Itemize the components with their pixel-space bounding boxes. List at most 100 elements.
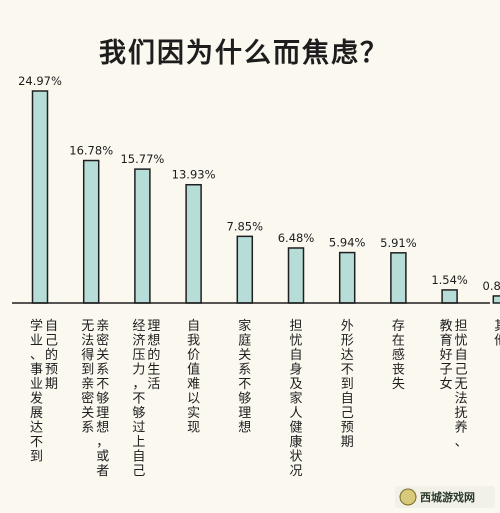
category-label-2-col-0-char-9: 自 bbox=[132, 450, 145, 465]
category-label-8-col-0-char-1: 育 bbox=[440, 333, 453, 349]
category-label-4-col-0-char-1: 庭 bbox=[238, 333, 251, 349]
category-label-2-col-0-char-10: 己 bbox=[132, 464, 145, 479]
value-label-5: 6.48% bbox=[278, 231, 315, 245]
category-label-2-col-0-char-7: 过 bbox=[132, 421, 145, 436]
category-label-1-col-0-char-0: 无 bbox=[81, 319, 94, 334]
category-label-8-col-0-char-2: 好 bbox=[440, 348, 453, 363]
bar-3 bbox=[185, 183, 202, 304]
category-label-6-col-0-char-8: 期 bbox=[341, 435, 354, 450]
category-label-4-col-0-char-5: 够 bbox=[238, 392, 251, 407]
category-label-9-col-0-char-0: 其 bbox=[494, 319, 500, 334]
category-label-3-col-0-char-3: 值 bbox=[187, 362, 200, 378]
category-label-0-col-1-char-2: 的 bbox=[45, 347, 58, 363]
value-label-1: 16.78% bbox=[69, 144, 113, 158]
category-label-8-col-0-char-0: 教 bbox=[440, 318, 453, 334]
category-label-8-col-1-char-8: 、 bbox=[455, 435, 468, 450]
category-label-4-col-0-char-4: 不 bbox=[238, 377, 251, 392]
category-label-9-col-0-char-1: 他 bbox=[494, 334, 500, 349]
category-label-8-col-1-char-3: 己 bbox=[455, 363, 468, 378]
category-label-2-col-0-char-1: 济 bbox=[132, 334, 145, 349]
category-label-8-col-0-char-3: 子 bbox=[440, 363, 453, 378]
category-label-7-col-0-char-0: 存 bbox=[392, 319, 405, 334]
category-label-8-col-1-char-5: 法 bbox=[455, 392, 468, 407]
category-label-5-col-0-char-5: 家 bbox=[289, 391, 302, 407]
category-label-6-col-0-char-6: 己 bbox=[341, 406, 354, 421]
category-label-6-col-0-char-5: 自 bbox=[341, 392, 354, 407]
category-label-4-col-0-char-0: 家 bbox=[238, 318, 251, 334]
category-label-1-col-1-char-1: 密 bbox=[96, 333, 109, 349]
category-label-0-col-0-char-9: 到 bbox=[30, 450, 43, 465]
category-label-0-col-0-char-4: 业 bbox=[30, 377, 43, 392]
category-label-1-col-1-char-4: 不 bbox=[96, 377, 109, 392]
category-label-4-col-0-char-7: 想 bbox=[238, 420, 251, 436]
bar-1 bbox=[82, 159, 100, 304]
watermark: 西城游戏网 bbox=[395, 486, 495, 508]
value-label-2: 15.77% bbox=[120, 152, 164, 166]
category-label-1-col-0-char-6: 关 bbox=[81, 406, 94, 421]
category-label-8-col-1-char-2: 自 bbox=[455, 348, 468, 363]
category-label-4-col-0-char-2: 关 bbox=[238, 348, 251, 363]
category-label-1-col-1-char-10: 者 bbox=[96, 464, 109, 479]
category-label-5-col-0-char-8: 康 bbox=[289, 434, 302, 450]
category-label-1-col-0-char-2: 得 bbox=[81, 347, 94, 363]
category-label-5-col-0-char-0: 担 bbox=[289, 319, 302, 334]
category-label-1-col-1-char-0: 亲 bbox=[96, 319, 109, 334]
category-label-3-col-0-char-5: 以 bbox=[187, 392, 200, 407]
category-label-8-col-1-char-7: 养 bbox=[455, 420, 468, 436]
category-label-6-col-0-char-3: 不 bbox=[341, 363, 354, 378]
category-label-2-col-1-char-3: 生 bbox=[147, 363, 160, 378]
category-label-1-col-1-char-7: 想 bbox=[96, 420, 109, 436]
value-label-6: 5.94% bbox=[329, 236, 366, 250]
category-label-3-col-0-char-2: 价 bbox=[187, 348, 200, 363]
value-label-4: 7.85% bbox=[227, 219, 264, 233]
category-label-5-col-0-char-7: 健 bbox=[289, 421, 302, 436]
category-label-6-col-0-char-7: 预 bbox=[341, 421, 354, 436]
category-label-2-col-0-char-2: 压 bbox=[132, 348, 145, 363]
bar-4 bbox=[236, 235, 254, 304]
category-label-1-col-0-char-3: 到 bbox=[81, 363, 94, 378]
chart-title: 我们因为什么而焦虑？ bbox=[99, 37, 389, 69]
value-label-0: 24.97% bbox=[18, 74, 62, 88]
category-label-0-col-1-char-1: 己 bbox=[45, 334, 58, 349]
category-label-1-col-0-char-4: 亲 bbox=[81, 377, 94, 392]
category-label-5-col-0-char-9: 状 bbox=[289, 450, 302, 465]
category-label-0-col-0-char-1: 业 bbox=[30, 334, 43, 349]
category-label-6-col-0-char-4: 到 bbox=[341, 377, 354, 392]
category-label-7-col-0-char-4: 失 bbox=[392, 377, 405, 392]
category-label-7-col-0-char-3: 丧 bbox=[392, 363, 405, 378]
category-label-3-col-0-char-6: 实 bbox=[187, 406, 200, 421]
category-label-1-col-1-char-2: 关 bbox=[96, 348, 109, 363]
category-label-1-col-0-char-5: 密 bbox=[81, 391, 94, 407]
category-label-5-col-0-char-4: 及 bbox=[289, 377, 302, 392]
category-label-5-col-0-char-3: 身 bbox=[289, 362, 302, 378]
category-label-3-col-0-char-4: 难 bbox=[187, 377, 200, 392]
category-label-3-col-0-char-1: 我 bbox=[187, 334, 200, 349]
bar-6 bbox=[338, 251, 356, 304]
value-label-3: 13.93% bbox=[172, 168, 216, 182]
category-label-1-col-0-char-1: 法 bbox=[81, 334, 94, 349]
category-label-0-col-1-char-4: 期 bbox=[45, 377, 58, 392]
category-label-2-col-1-char-0: 理 bbox=[147, 319, 160, 334]
category-label-0-col-1-char-0: 自 bbox=[45, 319, 58, 334]
category-label-0-col-0-char-0: 学 bbox=[30, 318, 43, 334]
category-label-1-col-1-char-8: ， bbox=[96, 435, 109, 450]
category-label-1-col-1-char-6: 理 bbox=[96, 406, 109, 421]
category-label-8-col-1-char-1: 忧 bbox=[455, 334, 468, 349]
watermark-text: 西城游戏网 bbox=[420, 490, 475, 504]
category-label-4-col-0-char-3: 系 bbox=[238, 363, 251, 378]
bar-0 bbox=[31, 90, 49, 304]
category-label-8-col-1-char-4: 无 bbox=[455, 377, 468, 392]
category-label-8-col-1-char-6: 抚 bbox=[455, 406, 468, 421]
category-label-0-col-0-char-6: 展 bbox=[30, 406, 43, 421]
category-label-2-col-0-char-3: 力 bbox=[132, 363, 145, 378]
watermark-logo-icon bbox=[399, 488, 417, 506]
category-label-3-col-0-char-0: 自 bbox=[187, 319, 200, 334]
category-label-6-col-0-char-1: 形 bbox=[341, 334, 354, 349]
category-label-5-col-0-char-6: 人 bbox=[289, 406, 302, 421]
category-label-7-col-0-char-2: 感 bbox=[392, 347, 405, 363]
category-label-0-col-0-char-7: 达 bbox=[30, 421, 43, 436]
category-label-2-col-0-char-4: ， bbox=[132, 377, 145, 392]
category-label-8-col-0-char-4: 女 bbox=[440, 376, 453, 392]
